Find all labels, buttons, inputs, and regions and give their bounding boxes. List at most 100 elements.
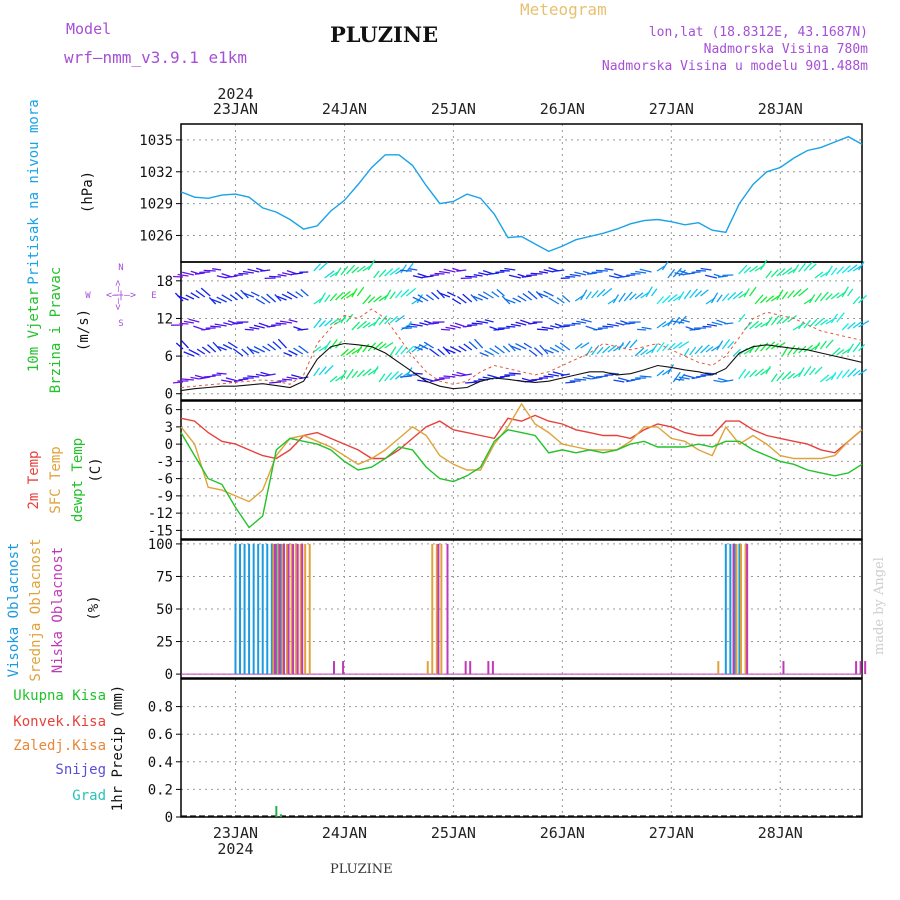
tick-label: -12	[148, 506, 173, 522]
wind-barb	[329, 271, 339, 278]
wind-barb	[549, 346, 560, 353]
wind-barb	[324, 318, 333, 327]
wind-barb	[493, 328, 505, 331]
wind-barb	[394, 345, 404, 356]
wind-barb	[530, 272, 543, 275]
wind-barb	[250, 291, 260, 297]
wind-barb	[484, 349, 494, 356]
wind-barb	[618, 292, 626, 303]
wind-barbs-group	[170, 259, 870, 384]
wind-barb	[814, 317, 825, 327]
temp-unit: (C)	[88, 457, 104, 482]
wind-barb	[172, 381, 184, 384]
wind-barb	[809, 263, 817, 271]
wind-barb	[830, 267, 838, 276]
wind-barb	[536, 328, 549, 331]
wind-barb	[650, 343, 658, 354]
wind-barb	[776, 372, 785, 382]
wind-barb	[574, 378, 587, 381]
wind-barb	[541, 326, 554, 330]
tick-label: 1029	[139, 197, 173, 213]
wind-barb	[384, 342, 394, 349]
wind-barb	[749, 320, 760, 330]
wind-barb	[689, 288, 698, 299]
wind-barb	[635, 270, 647, 274]
wind-barb	[408, 268, 418, 271]
wind-barb	[442, 346, 451, 355]
wind-barb	[434, 272, 445, 275]
wind-barb	[378, 315, 388, 326]
wind-barb	[367, 296, 376, 304]
wind-barb	[234, 291, 244, 300]
wind-barb	[340, 265, 349, 276]
wind-barb	[561, 294, 571, 303]
wind-barb	[286, 376, 298, 380]
wind-barb	[384, 317, 392, 325]
cloud-unit: (%)	[86, 595, 102, 620]
wind-barb	[247, 268, 260, 273]
wind-barb	[329, 317, 340, 326]
wind-barb	[282, 272, 293, 276]
wind-barb	[639, 375, 652, 378]
wind-barb	[656, 296, 664, 305]
wind-barb	[544, 348, 554, 354]
wind-barb	[667, 318, 674, 327]
wind-barb	[244, 328, 254, 331]
wind-barb	[434, 378, 445, 381]
wind-barb	[582, 376, 592, 380]
wind-barb	[463, 343, 473, 351]
tick-label: 0.4	[148, 755, 173, 771]
wind-barb	[754, 368, 764, 377]
wind-barb	[608, 275, 619, 279]
wind-barb	[313, 367, 321, 377]
wind-barb	[222, 343, 233, 350]
wind-barb	[528, 322, 538, 325]
wind-barb	[820, 319, 829, 326]
wind-barb	[410, 323, 423, 327]
wind-barb	[456, 269, 467, 272]
wind-barb	[721, 339, 731, 350]
temp-sfc-line	[180, 402, 863, 503]
wind-barb	[196, 348, 206, 355]
tick-label: -15	[148, 523, 173, 539]
wind-barb	[639, 268, 652, 273]
wind-barb	[405, 367, 413, 378]
wind-unit: (m/s)	[76, 309, 92, 351]
compass-arrows-horizontal: <–|–>	[106, 290, 136, 301]
wind-barb	[246, 346, 255, 355]
wind-barb	[792, 288, 802, 298]
wind-barb	[367, 259, 376, 271]
wind-barb	[389, 315, 399, 324]
wind-barb	[276, 295, 287, 301]
wind-barb	[425, 294, 434, 301]
wind-barb	[362, 294, 372, 305]
wind-barb	[225, 275, 238, 279]
wind-barb	[547, 373, 560, 377]
wind-barb	[200, 287, 211, 297]
precip-freezing-label: Zaledj.Kisa	[13, 738, 106, 754]
wind-barb	[858, 261, 865, 271]
wind-barb	[717, 275, 728, 278]
model-name: wrf–nmm_v3.9.1 e1km	[64, 48, 248, 67]
wind-barb	[539, 271, 549, 274]
wind-barb	[760, 342, 769, 352]
wind-barb	[847, 368, 857, 378]
wind-barb	[238, 378, 249, 381]
day-label-bottom: 23JAN	[213, 824, 258, 842]
wind-barb	[580, 289, 588, 301]
wind-barb	[787, 372, 796, 380]
wind-barb	[634, 292, 644, 300]
wind-barb	[512, 297, 522, 303]
wind-barb	[476, 320, 489, 324]
wind-barb	[384, 289, 392, 301]
tick-label: 0.2	[148, 782, 173, 798]
wind-barb	[770, 269, 779, 278]
wind-barb	[749, 265, 758, 273]
wind-barb	[624, 322, 636, 325]
wind-barb	[617, 377, 630, 382]
wind-barb	[212, 341, 222, 352]
wind-barb	[765, 365, 771, 375]
wind-barb	[203, 269, 216, 272]
wind-barb	[324, 340, 332, 351]
wind-barb	[262, 345, 271, 352]
